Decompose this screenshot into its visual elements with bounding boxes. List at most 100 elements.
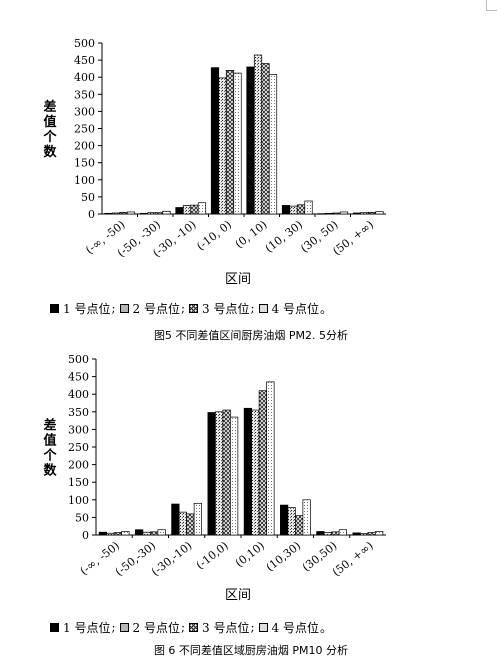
legend-item-4: 4 号点位。 xyxy=(258,300,336,317)
legend-pm25: 1 号点位; 2 号点位; 3 号点位; 4 号点位。 xyxy=(50,300,490,316)
legend-swatch-3 xyxy=(189,303,198,313)
legend-swatch-1 xyxy=(50,622,59,632)
y-tick-label: 200 xyxy=(68,459,89,472)
legend-item-1: 1 号点位; xyxy=(50,300,120,317)
legend-item-4: 4 号点位。 xyxy=(258,619,336,636)
bar-1-3 xyxy=(171,503,180,536)
legend-item-2: 2 号点位; xyxy=(119,300,190,317)
bar-4-4 xyxy=(230,416,239,536)
bar-3-6 xyxy=(296,204,306,215)
legend-item-3: 3 号点位; xyxy=(189,619,259,636)
bar-3-1 xyxy=(119,211,128,215)
bar-3-5 xyxy=(261,63,270,215)
y-tick-label: 500 xyxy=(74,37,95,50)
y-tick-label: 300 xyxy=(74,105,95,118)
bar-2-6 xyxy=(287,507,296,536)
legend-label: 2 号点位 xyxy=(132,301,180,316)
y-tick-label: 150 xyxy=(68,476,89,489)
caption-pm10: 图 6 不同差值区域厨房油烟 PM10 分析 xyxy=(153,644,349,657)
bar-4-7 xyxy=(338,529,347,536)
x-tick-label: (-10,0) xyxy=(194,539,231,572)
bar-3-2 xyxy=(150,531,159,536)
bar-1-2 xyxy=(135,529,144,536)
bar-3-8 xyxy=(367,211,377,215)
x-tick-label: (-10, 0) xyxy=(194,218,234,253)
bar-3-7 xyxy=(332,212,341,215)
y-axis-label: 差值个数 xyxy=(42,418,57,479)
y-tick-label: 350 xyxy=(74,88,95,101)
bar-3-7 xyxy=(331,531,340,536)
legend-separator: ; xyxy=(250,301,255,315)
bar-4-2 xyxy=(157,529,166,536)
y-tick-label: 200 xyxy=(74,140,95,153)
y-tick-label: 450 xyxy=(74,54,95,67)
y-tick-label: 400 xyxy=(74,71,95,84)
bar-4-8 xyxy=(375,531,384,536)
legend-item-3: 3 号点位; xyxy=(189,300,259,317)
bar-3-3 xyxy=(190,204,199,215)
bar-4-5 xyxy=(266,381,275,536)
figure-6: 0 50 100 150 200 250 300 350 400 450 500 (-∞, -50)(… xyxy=(0,345,502,664)
y-tick-label: 50 xyxy=(81,191,95,204)
legend-separator: 。 xyxy=(319,301,332,316)
x-axis-label: 区间 xyxy=(225,588,251,603)
legend-swatch-3 xyxy=(189,622,198,632)
y-tick-label: 400 xyxy=(68,388,89,401)
bar-3-1 xyxy=(113,532,122,536)
bar-2-5 xyxy=(253,54,263,215)
y-tick-label: 450 xyxy=(68,371,89,384)
figure-5: 0 50 100 150 200 250 300 350 400 450 500 (-∞, -50)(… xyxy=(42,37,490,342)
legend-separator: ; xyxy=(180,620,185,634)
legend-label: 3 号点位 xyxy=(202,301,250,316)
legend-swatch-1 xyxy=(50,303,59,313)
bar-1-8 xyxy=(352,212,362,215)
legend-separator: 。 xyxy=(319,620,332,635)
legend-separator: ; xyxy=(111,301,116,315)
bar-1-4 xyxy=(210,67,220,215)
bar-2-8 xyxy=(360,533,369,536)
bar-1-8 xyxy=(352,532,361,536)
bar-1-5 xyxy=(246,66,255,215)
x-tick-label: (10,30) xyxy=(264,539,304,574)
bar-3-4 xyxy=(222,409,231,536)
y-tick-label: 150 xyxy=(74,157,95,170)
legend-label: 4 号点位 xyxy=(271,301,319,316)
y-tick-label: 0 xyxy=(88,208,95,221)
bar-2-1 xyxy=(106,532,115,536)
bar-4-3 xyxy=(197,202,207,215)
x-tick-label: (0,10) xyxy=(233,539,267,570)
legend-separator: ; xyxy=(250,620,255,634)
y-tick-label: 250 xyxy=(74,123,95,136)
bar-3-4 xyxy=(225,70,235,215)
legend-label: 4 号点位 xyxy=(271,620,319,635)
legend-item-2: 2 号点位; xyxy=(119,619,190,636)
bar-2-4 xyxy=(218,77,227,215)
bar-2-7 xyxy=(323,532,332,536)
bar-4-5 xyxy=(268,74,278,215)
bar-3-3 xyxy=(186,513,195,536)
legend-label: 3 号点位 xyxy=(202,620,250,635)
y-tick-label: 100 xyxy=(68,494,89,507)
bar-1-1 xyxy=(98,531,107,536)
legend-label: 1 号点位 xyxy=(63,620,111,635)
bar-1-5 xyxy=(243,407,252,536)
bar-2-3 xyxy=(182,205,192,215)
x-tick-label: (-30,-10) xyxy=(149,539,194,578)
bar-2-5 xyxy=(251,409,260,536)
x-axis-label: 区间 xyxy=(225,272,251,287)
bar-4-2 xyxy=(162,210,171,215)
legend-swatch-4 xyxy=(258,303,268,313)
legend-item-1: 1 号点位; xyxy=(50,619,120,636)
bar-4-1 xyxy=(126,211,136,215)
bar-1-1 xyxy=(104,212,113,215)
bar-4-6 xyxy=(304,200,313,215)
bar-2-2 xyxy=(147,212,156,215)
y-tick-label: 100 xyxy=(74,174,95,187)
y-tick-label: 350 xyxy=(68,406,89,419)
bar-3-6 xyxy=(295,515,304,536)
y-tick-label: 250 xyxy=(68,441,89,454)
bar-4-7 xyxy=(339,211,349,215)
x-tick-label: (10, 30) xyxy=(263,218,305,255)
